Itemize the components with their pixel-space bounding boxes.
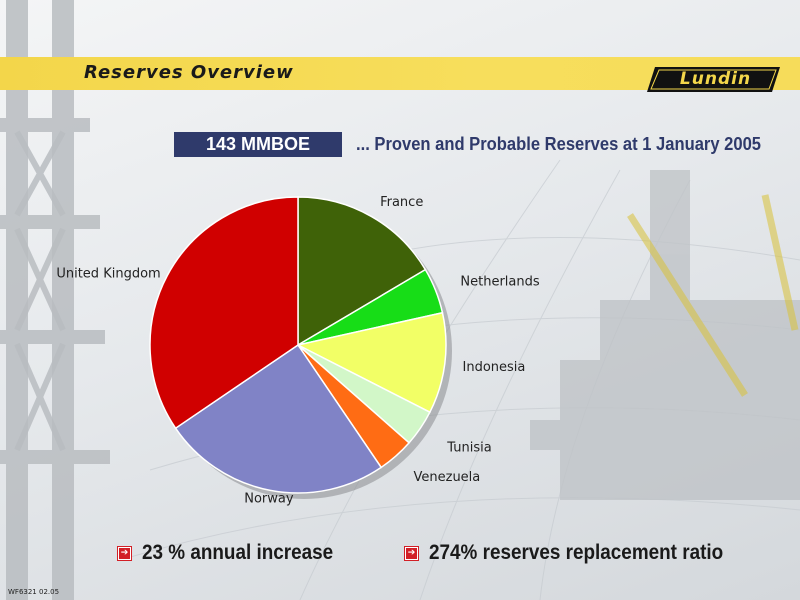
pie-label-united-kingdom: United Kingdom <box>56 266 160 281</box>
pie-slice-indonesia <box>295 311 447 414</box>
logo-badge <box>647 67 780 92</box>
pie-label-venezuela: Venezuela <box>414 470 481 485</box>
bullet-text: 274% reserves replacement ratio <box>429 541 724 564</box>
document-code: WF6321 02.05 <box>8 588 60 596</box>
chart-subtitle: ... Proven and Probable Reserves at 1 Ja… <box>356 134 762 154</box>
pie-label-netherlands: Netherlands <box>460 275 539 290</box>
pie-label-indonesia: Indonesia <box>463 360 526 375</box>
slide-title: Reserves Overview <box>84 62 294 83</box>
pie-slice-france <box>297 196 427 347</box>
arrow-right-icon: ➔ <box>405 546 418 560</box>
bullet-text: 23 % annual increase <box>142 541 334 564</box>
pie-slice-united-kingdom <box>149 196 299 430</box>
bullet-replacement-ratio: ➔ 274% reserves replacement ratio <box>405 538 756 568</box>
pie-slice-norway <box>174 343 383 494</box>
pie-label-france: France <box>380 195 423 210</box>
arrow-right-icon: ➔ <box>118 546 131 560</box>
company-logo: Lundin <box>679 69 752 89</box>
pie-label-norway: Norway <box>244 492 294 507</box>
bullet-annual-increase: ➔ 23 % annual increase <box>118 538 354 568</box>
reserves-total-badge: 143 MMBOE <box>174 132 342 157</box>
pie-label-tunisia: Tunisia <box>446 441 491 456</box>
